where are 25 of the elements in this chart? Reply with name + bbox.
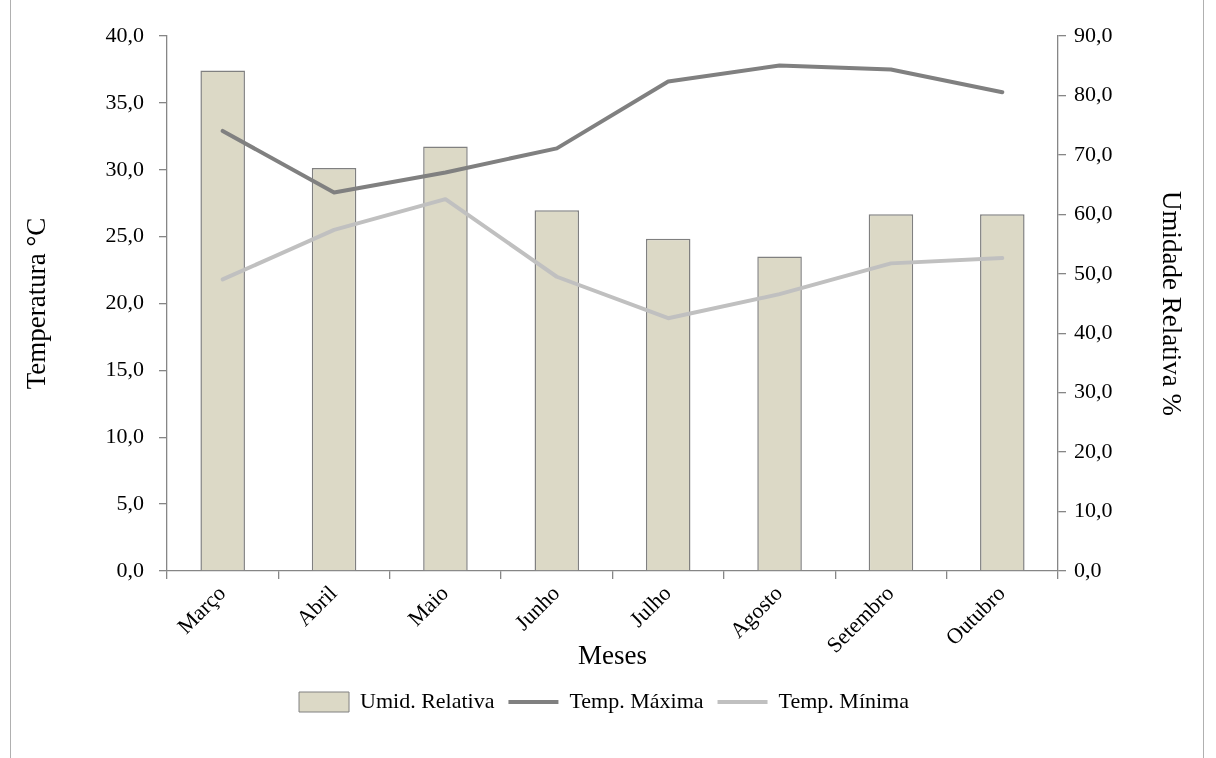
y-tick-label: 5,0 bbox=[116, 489, 144, 515]
y-tick-label: 15,0 bbox=[105, 356, 144, 382]
y2-tick-label: 60,0 bbox=[1074, 200, 1113, 226]
y-tick-label: 35,0 bbox=[105, 88, 144, 114]
y-tick-label: 10,0 bbox=[105, 423, 144, 449]
y2-tick-label: 90,0 bbox=[1074, 21, 1113, 47]
y2-tick-label: 20,0 bbox=[1074, 437, 1113, 463]
legend-label: Temp. Mínima bbox=[778, 687, 910, 713]
y2-axis-title: Umidade Relativa % bbox=[1156, 191, 1187, 416]
y-tick-label: 25,0 bbox=[105, 222, 144, 248]
y2-tick-label: 0,0 bbox=[1074, 556, 1102, 582]
y-tick-label: 30,0 bbox=[105, 155, 144, 181]
y2-tick-label: 50,0 bbox=[1074, 259, 1113, 285]
y2-tick-label: 10,0 bbox=[1074, 497, 1113, 523]
y-tick-label: 40,0 bbox=[105, 21, 144, 47]
y2-tick-label: 40,0 bbox=[1074, 319, 1113, 344]
y-axis-title: Temperatura °C bbox=[21, 217, 52, 390]
legend-label: Umid. Relativa bbox=[360, 687, 495, 713]
legend-label: Temp. Máxima bbox=[569, 687, 704, 713]
y2-tick-label: 70,0 bbox=[1074, 140, 1113, 166]
y-tick-label: 0,0 bbox=[116, 556, 144, 582]
y2-tick-label: 80,0 bbox=[1074, 81, 1113, 107]
y2-tick-label: 30,0 bbox=[1074, 378, 1113, 404]
y-tick-label: 20,0 bbox=[105, 289, 144, 315]
x-axis-title: Meses bbox=[578, 639, 647, 670]
